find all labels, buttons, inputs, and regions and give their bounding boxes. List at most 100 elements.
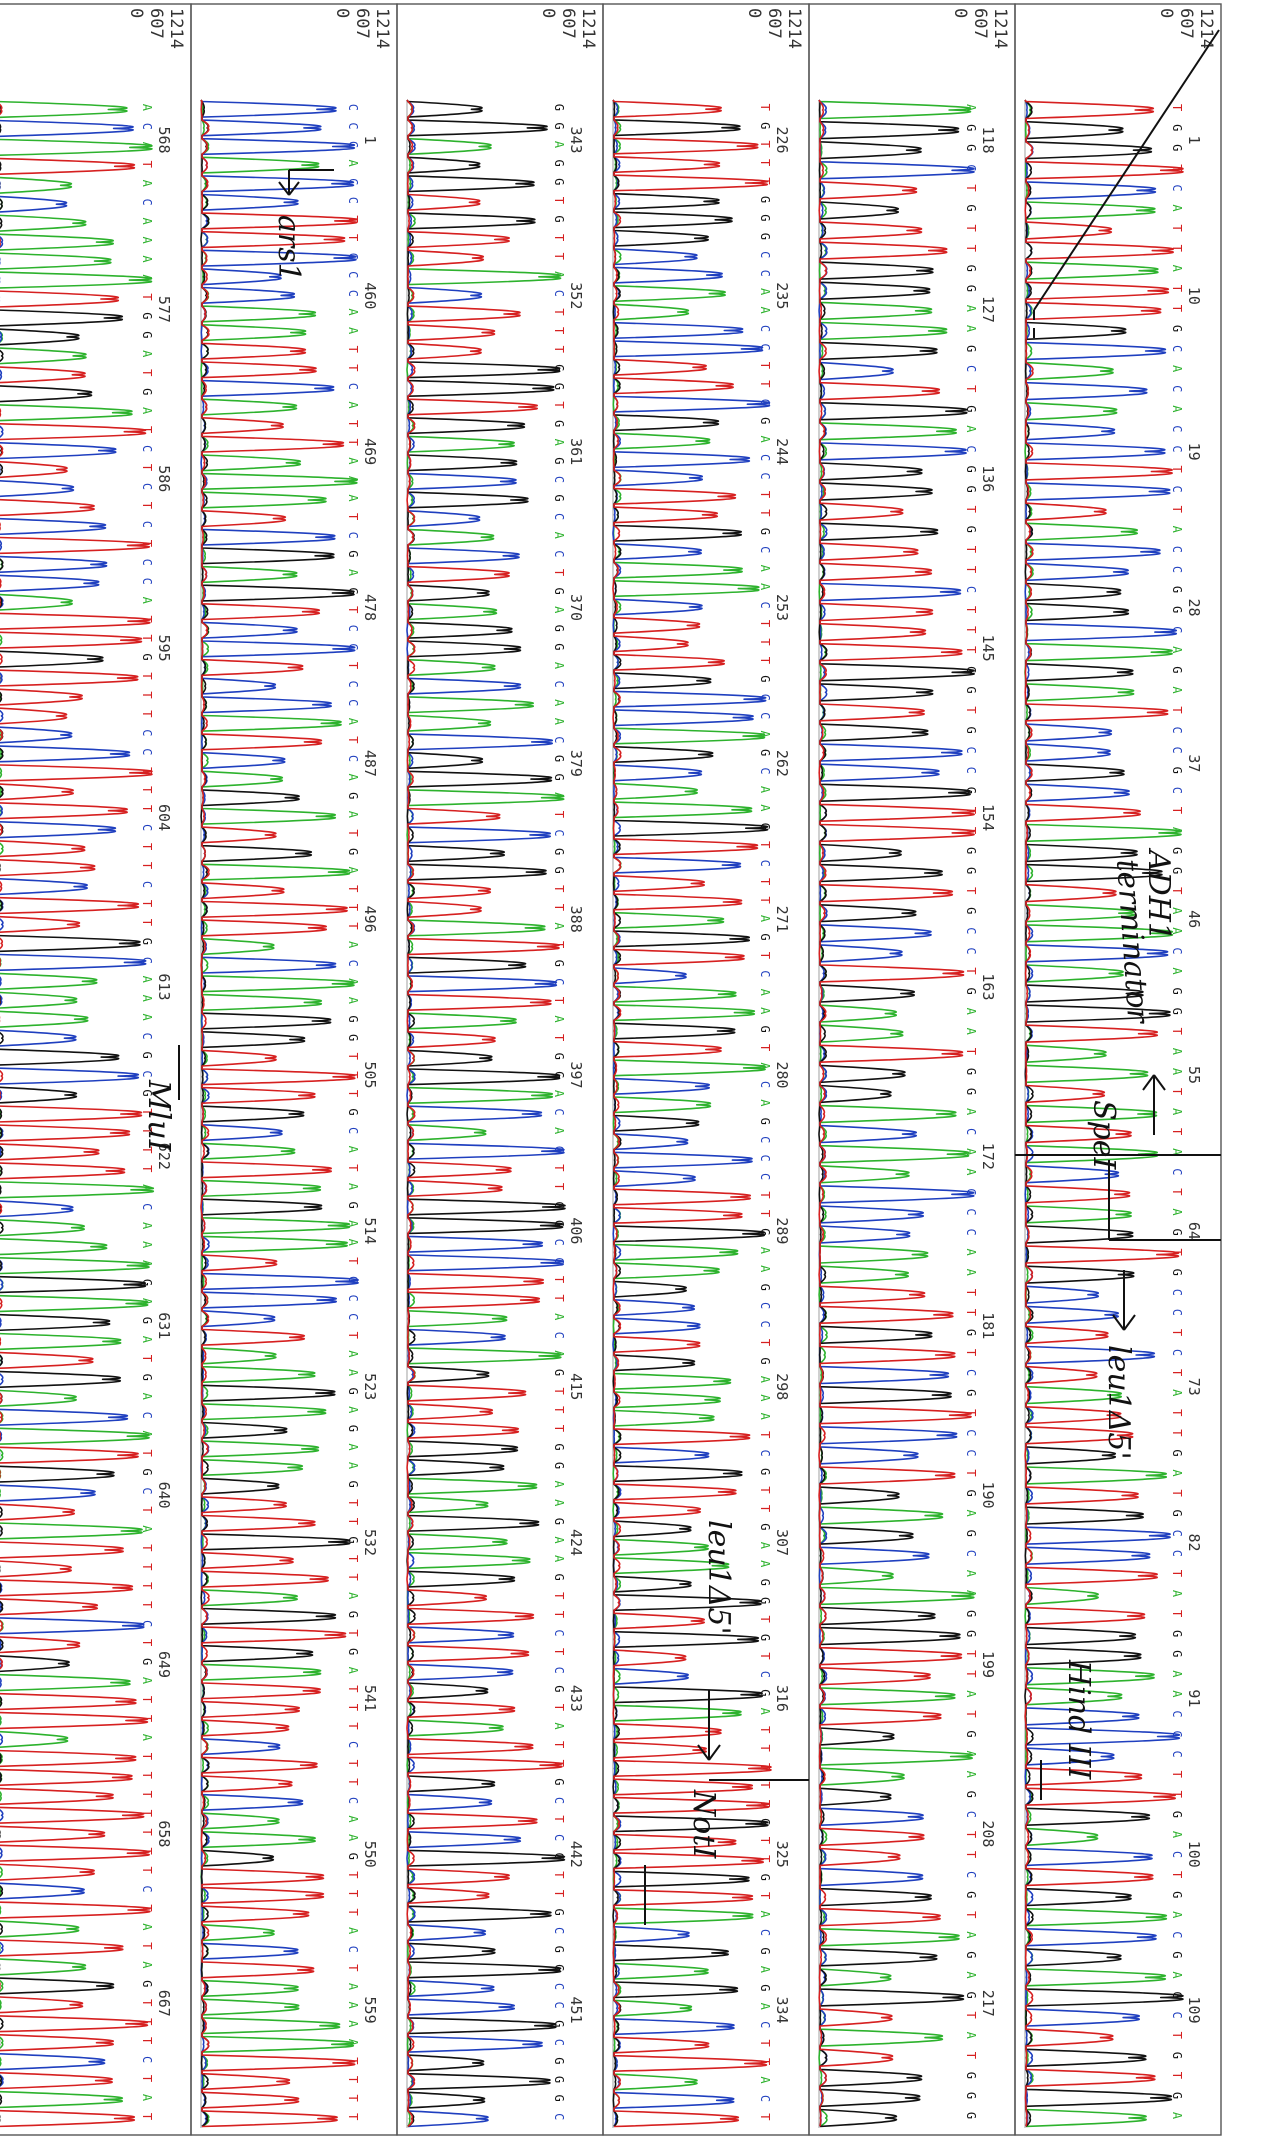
base-call: G — [964, 787, 978, 794]
base-call: A — [346, 569, 360, 577]
base-call: T — [140, 161, 154, 168]
axis-tick-label: 0 — [744, 8, 764, 18]
base-call: C — [552, 978, 566, 985]
base-call: T — [964, 1851, 978, 1858]
base-call: T — [1170, 245, 1184, 252]
base-call: G — [758, 1947, 772, 1954]
base-position-label: 280 — [773, 1061, 791, 1088]
base-call: A — [1170, 405, 1184, 413]
base-call: G — [1170, 666, 1184, 673]
base-call: T — [140, 1999, 154, 2006]
base-call: T — [758, 509, 772, 516]
base-call: A — [346, 2020, 360, 2028]
base-call: G — [140, 1658, 154, 1665]
base-call: T — [1170, 1610, 1184, 1617]
base-call: T — [964, 385, 978, 392]
base-call: C — [758, 325, 772, 332]
base-call: T — [140, 293, 154, 300]
base-call: T — [552, 1183, 566, 1190]
base-call: C — [964, 747, 978, 754]
base-call: A — [758, 1708, 772, 1716]
base-call: C — [140, 199, 154, 206]
base-call: G — [758, 1357, 772, 1364]
base-call: A — [346, 457, 360, 465]
base-call: T — [964, 184, 978, 191]
base-position-label: 82 — [1185, 1534, 1203, 1552]
base-position-label: 334 — [773, 1997, 791, 2024]
base-call: A — [552, 1481, 566, 1489]
base-position-label: 622 — [155, 1143, 173, 1170]
base-call: T — [964, 646, 978, 653]
base-call: T — [1170, 1028, 1184, 1035]
base-call: T — [964, 2012, 978, 2019]
base-call: C — [552, 1983, 566, 1990]
base-call: T — [1170, 465, 1184, 472]
base-call: T — [552, 1406, 566, 1413]
base-call: G — [758, 1874, 772, 1881]
base-position-label: 145 — [979, 635, 997, 662]
base-call: T — [964, 1469, 978, 1476]
base-call: A — [758, 583, 772, 591]
base-call: C — [758, 1155, 772, 1162]
base-call: T — [140, 1355, 154, 1362]
base-position-label: 64 — [1185, 1222, 1203, 1240]
base-call: A — [346, 1667, 360, 1675]
base-call: G — [346, 1648, 360, 1655]
base-call: C — [140, 881, 154, 888]
spei-arrow-head — [1153, 1074, 1166, 1091]
base-call: C — [1170, 445, 1184, 452]
base-call: A — [964, 1168, 978, 1176]
axis-tick-label: 0 — [950, 8, 970, 18]
annotation-hind: Hind III — [1061, 1659, 1096, 1781]
base-call: G — [552, 1778, 566, 1785]
base-position-label: 487 — [361, 750, 379, 777]
base-call: T — [140, 862, 154, 869]
base-call: G — [964, 907, 978, 914]
base-call: T — [140, 1810, 154, 1817]
base-call: T — [964, 1048, 978, 1055]
base-call: C — [964, 1871, 978, 1878]
base-call: C — [964, 767, 978, 774]
base-call: G — [758, 196, 772, 203]
base-position-label: 19 — [1185, 443, 1203, 461]
base-call: T — [140, 672, 154, 679]
base-call: T — [346, 1257, 360, 1264]
base-call: G — [964, 686, 978, 693]
base-call: C — [552, 1108, 566, 1115]
base-call: T — [758, 1837, 772, 1844]
base-call: G — [552, 774, 566, 781]
base-call: T — [552, 327, 566, 334]
base-call: G — [346, 1015, 360, 1022]
base-call: A — [1170, 1108, 1184, 1116]
base-position-label: 307 — [773, 1529, 791, 1556]
base-call: T — [140, 843, 154, 850]
base-call: T — [758, 1191, 772, 1198]
base-call: A — [140, 1677, 154, 1685]
base-call: T — [140, 805, 154, 812]
base-call: T — [1170, 1088, 1184, 1095]
base-call: A — [758, 1413, 772, 1421]
base-call: C — [140, 748, 154, 755]
base-call: G — [552, 2076, 566, 2083]
base-call: A — [758, 1099, 772, 1107]
base-position-label: 352 — [567, 282, 585, 309]
base-call: C — [140, 957, 154, 964]
base-call: T — [1170, 224, 1184, 231]
base-call: G — [346, 1481, 360, 1488]
base-position-label: 190 — [979, 1482, 997, 1509]
base-call: G — [964, 2092, 978, 2099]
base-call: C — [552, 290, 566, 297]
base-call: G — [140, 331, 154, 338]
base-call: A — [964, 325, 978, 333]
base-call: G — [552, 1369, 566, 1376]
base-call: C — [758, 1671, 772, 1678]
base-call: T — [140, 1753, 154, 1760]
base-call: A — [346, 867, 360, 875]
base-call: A — [1170, 907, 1184, 915]
base-position-label: 46 — [1185, 910, 1203, 928]
base-call: A — [346, 1443, 360, 1451]
base-call: T — [964, 1831, 978, 1838]
base-call: T — [552, 569, 566, 576]
base-call: T — [964, 1911, 978, 1918]
